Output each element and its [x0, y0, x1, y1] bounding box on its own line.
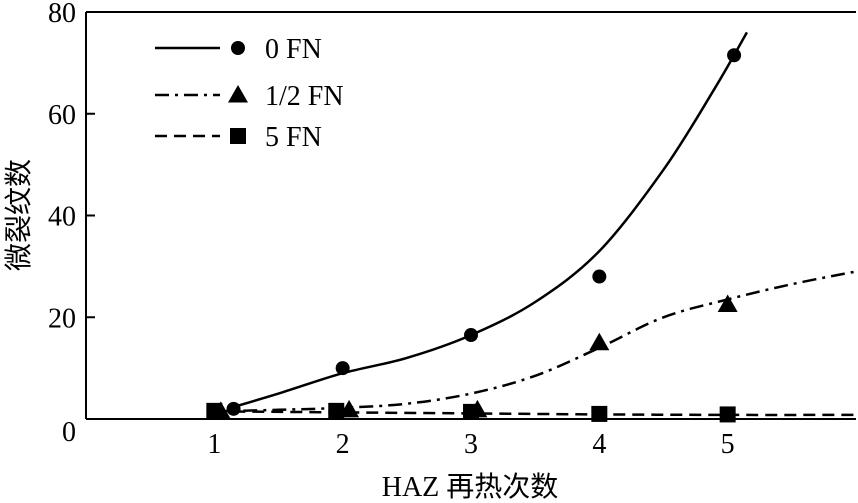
- y-axis-label: 微裂纹数: [3, 159, 35, 271]
- legend-marker-circle: [231, 41, 245, 55]
- series-line: [214, 410, 857, 417]
- y-tick-label: 0: [62, 417, 76, 448]
- data-point-square: [463, 403, 479, 420]
- legend: 0 FN 1/2 FN 5 FN: [155, 34, 344, 153]
- y-tick-label: 60: [48, 100, 76, 131]
- y-tick-label: 80: [48, 0, 76, 29]
- data-point-circle: [592, 269, 607, 284]
- y-tick-label: 20: [48, 303, 76, 334]
- legend-label: 5 FN: [265, 122, 322, 153]
- series-line: [226, 31, 748, 410]
- legend-marker-square: [230, 128, 246, 144]
- x-axis-label: HAZ 再热次数: [382, 471, 559, 503]
- series-3: [206, 402, 857, 423]
- ticks: 0 20 40 60 80 1 2 3 4 5: [48, 0, 735, 460]
- series-line: [214, 270, 857, 413]
- x-tick-label: 1: [207, 429, 221, 460]
- series-2: [210, 270, 857, 419]
- data-point-square: [206, 402, 223, 419]
- data-point-triangle: [717, 294, 738, 313]
- data-point-circle: [727, 48, 742, 63]
- series-group: [206, 31, 857, 423]
- axes: [85, 11, 856, 420]
- y-tick-label: 40: [48, 202, 76, 233]
- data-point-square: [591, 405, 608, 422]
- series-1: [226, 31, 748, 416]
- x-tick-label: 5: [721, 429, 735, 460]
- x-tick-label: 4: [592, 429, 606, 460]
- data-point-square: [719, 406, 736, 423]
- x-tick-label: 3: [464, 429, 478, 460]
- data-point-circle: [464, 328, 478, 343]
- data-point-square: [328, 402, 345, 419]
- data-point-triangle: [589, 332, 610, 351]
- legend-marker-triangle: [228, 85, 248, 103]
- x-tick-label: 2: [336, 429, 350, 460]
- legend-label: 1/2 FN: [265, 81, 344, 112]
- data-point-circle: [335, 361, 350, 376]
- legend-label: 0 FN: [265, 34, 322, 65]
- data-point-circle: [226, 401, 241, 416]
